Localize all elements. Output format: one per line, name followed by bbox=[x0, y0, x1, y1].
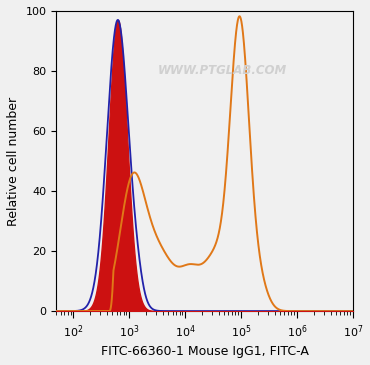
Text: WWW.PTGLAB.COM: WWW.PTGLAB.COM bbox=[158, 65, 287, 77]
Y-axis label: Relative cell number: Relative cell number bbox=[7, 96, 20, 226]
X-axis label: FITC-66360-1 Mouse IgG1, FITC-A: FITC-66360-1 Mouse IgG1, FITC-A bbox=[101, 345, 309, 358]
